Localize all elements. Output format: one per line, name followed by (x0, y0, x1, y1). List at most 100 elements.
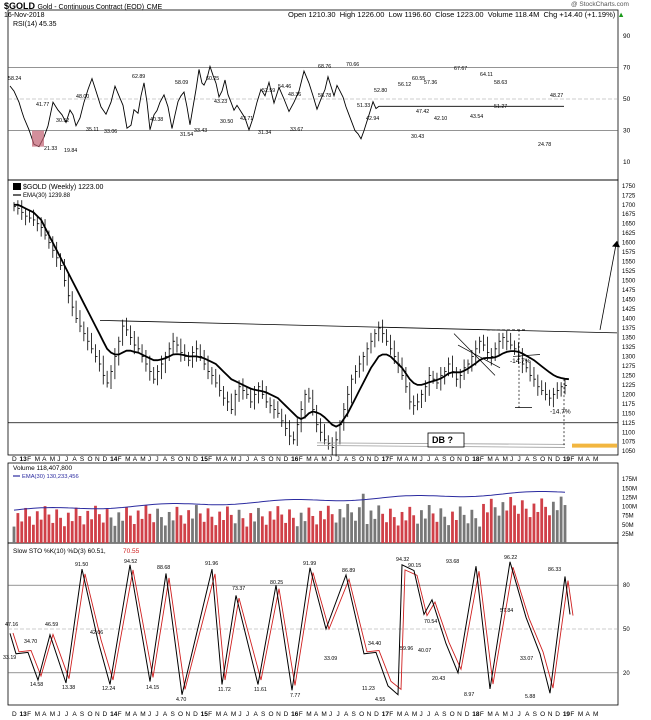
price-x-label: A (72, 456, 77, 463)
price-x-label: N (548, 456, 553, 463)
price-x-label: F (208, 456, 212, 463)
volume-bar (388, 508, 392, 543)
volume-bar (431, 513, 435, 543)
volume-y-tick: 25M (622, 532, 634, 538)
stochastic-value-label: 40.07 (418, 648, 431, 654)
stochastic-value-label: 11.61 (254, 687, 267, 693)
stochastic-value-label: 8.97 (464, 692, 474, 698)
volume-bar (20, 521, 24, 543)
volume-bar (563, 505, 567, 543)
stochastic-x-label: A (223, 711, 228, 718)
price-y-tick: 1100 (622, 430, 636, 436)
volume-bar (551, 501, 555, 543)
price-x-label: J (57, 456, 60, 463)
stochastic-k-line (9, 561, 571, 696)
chg-up-arrow-icon: ▲ (617, 10, 625, 19)
rsi-value-label: 62.89 (132, 74, 145, 80)
stochastic-x-label: A (42, 711, 47, 718)
volume-bar (276, 506, 280, 543)
volume-bar (78, 515, 82, 543)
price-x-label: M (50, 456, 55, 463)
stochastic-x-label: A (344, 711, 349, 718)
volume-bar (74, 507, 78, 543)
rsi-title: RSI(14) 45.35 (13, 21, 57, 28)
volume-bar (226, 506, 229, 543)
volume-bar (59, 517, 62, 543)
stochastic-value-label: 14.58 (30, 682, 43, 688)
stochastic-d-line (12, 567, 574, 691)
rsi-value-label: 33.06 (104, 129, 117, 135)
price-y-tick: 1625 (622, 231, 636, 237)
volume-bar (392, 517, 396, 543)
volume-bar (125, 507, 128, 543)
volume-y-tick: 150M (622, 486, 637, 492)
volume-bar (272, 519, 276, 543)
price-y-tick: 1275 (622, 364, 636, 370)
price-x-label: D (103, 456, 108, 463)
price-x-label: J (329, 456, 332, 463)
stochastic-x-label: J (427, 711, 430, 718)
price-x-label: J (148, 456, 151, 463)
price-x-label: S (533, 456, 538, 463)
volume-bar (319, 510, 322, 543)
price-x-label: S (352, 456, 357, 463)
volume-bar (385, 522, 388, 543)
volume-bar (396, 525, 400, 543)
stochastic-title-k: Slow STO %K(10) %D(3) 60.51, (13, 548, 106, 555)
stochastic-x-label: A (525, 711, 530, 718)
stochastic-value-label: 33.09 (324, 656, 337, 662)
volume-bar (427, 505, 431, 543)
ema30-line (14, 203, 569, 428)
price-y-tick: 1650 (622, 222, 636, 228)
stochastic-x-label: M (321, 711, 326, 718)
stochastic-x-label: M (397, 711, 402, 718)
volume-bar (291, 517, 295, 543)
price-x-label: 14 (110, 456, 118, 463)
stochastic-x-label: O (269, 711, 274, 718)
stochastic-value-label: 14.15 (146, 685, 159, 691)
price-x-label: O (359, 456, 364, 463)
stochastic-x-label: F (118, 711, 122, 718)
volume-bar (323, 519, 326, 543)
stochastic-x-label: A (72, 711, 77, 718)
price-x-label: M (412, 456, 417, 463)
projection-arrow-head-icon (612, 240, 620, 248)
volume-bar (63, 526, 66, 543)
volume-bar (32, 524, 35, 543)
volume-bar (39, 519, 43, 543)
exchange-name: CME (146, 4, 163, 11)
volume-bar (284, 522, 288, 543)
volume-bar (408, 506, 412, 543)
stochastic-value-label: 86.33 (548, 567, 561, 573)
stochastic-x-label: J (148, 711, 151, 718)
rsi-y-tick: 70 (623, 64, 631, 71)
price-x-label: F (389, 456, 393, 463)
stochastic-panel-frame (7, 542, 619, 706)
price-x-label: J (419, 456, 422, 463)
stochastic-value-label: 4.70 (176, 697, 186, 703)
rsi-value-label: 42.94 (366, 116, 379, 122)
volume-bar (241, 518, 245, 543)
volume-bar (90, 519, 94, 543)
volume-bar (311, 515, 315, 543)
ohlc-readout: Open 1210.30 High 1226.00 Low 1196.60 Cl… (288, 10, 625, 19)
volume-bar (315, 524, 319, 543)
stochastic-value-label: 70.54 (424, 619, 437, 625)
price-title: $GOLD (Weekly) 1223.00 (23, 184, 104, 191)
price-x-label: M (140, 456, 145, 463)
stochastic-y-tick: 80 (623, 583, 630, 589)
stochastic-x-label: M (216, 711, 221, 718)
price-x-label: D (465, 456, 470, 463)
stochastic-value-label: 4.55 (375, 697, 385, 703)
rsi-oversold-fill (32, 130, 44, 147)
stochastic-x-label: F (389, 711, 393, 718)
stochastic-value-label: 34.40 (368, 641, 381, 647)
volume-bar (520, 500, 524, 543)
volume-bar (482, 503, 485, 543)
db-label-box (427, 432, 465, 448)
stochastic-x-label: S (170, 711, 175, 718)
volume-title: Volume 118,407,800 (13, 465, 73, 472)
stochastic-x-label: D (374, 711, 379, 718)
volume-bar (101, 522, 105, 543)
